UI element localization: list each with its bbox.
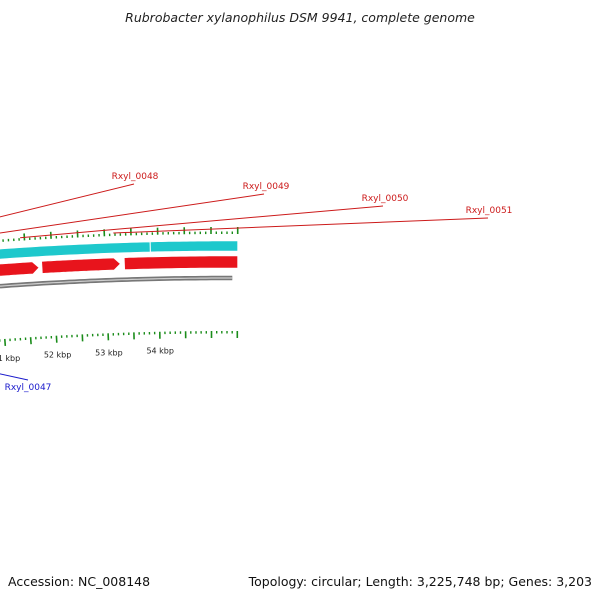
backbone-outer: [0, 275, 233, 289]
topology-summary: Topology: circular; Length: 3,225,748 bp…: [248, 574, 592, 589]
inner-tick-45: [29, 337, 32, 345]
scale-label-53kbp: 53 kbp: [95, 348, 123, 357]
forward-gene-3: [150, 240, 238, 253]
scale-label-54kbp: 54 kbp: [146, 347, 174, 356]
backbone-inner: [0, 277, 233, 287]
map-title: Rubrobacter xylanophilus DSM 9941, compl…: [125, 10, 475, 25]
forward-cds-2: [0, 261, 40, 277]
forward-gene-2: [0, 241, 151, 260]
callout-line-3: [20, 205, 384, 239]
gene-label-rxyl-0048: Rxyl_0048: [112, 172, 159, 182]
scale-label-52kbp: 52 kbp: [44, 351, 72, 360]
accession-label: Accession: NC_008148: [8, 574, 150, 589]
gene-label-rxyl-0047: Rxyl_0047: [5, 383, 52, 393]
scale-label-51kbp: 51 kbp: [0, 354, 20, 363]
gene-label-rxyl-0051: Rxyl_0051: [466, 206, 513, 216]
callout-line-2: [0, 193, 265, 234]
forward-cds-3: [41, 257, 121, 274]
callout-line-1: [0, 183, 135, 218]
gene-label-rxyl-0049: Rxyl_0049: [243, 182, 290, 192]
gene-label-rxyl-0050: Rxyl_0050: [362, 194, 409, 204]
forward-cds-4: [123, 255, 238, 270]
callout-line-4: [113, 217, 489, 234]
inner-tick-40: [4, 338, 7, 346]
